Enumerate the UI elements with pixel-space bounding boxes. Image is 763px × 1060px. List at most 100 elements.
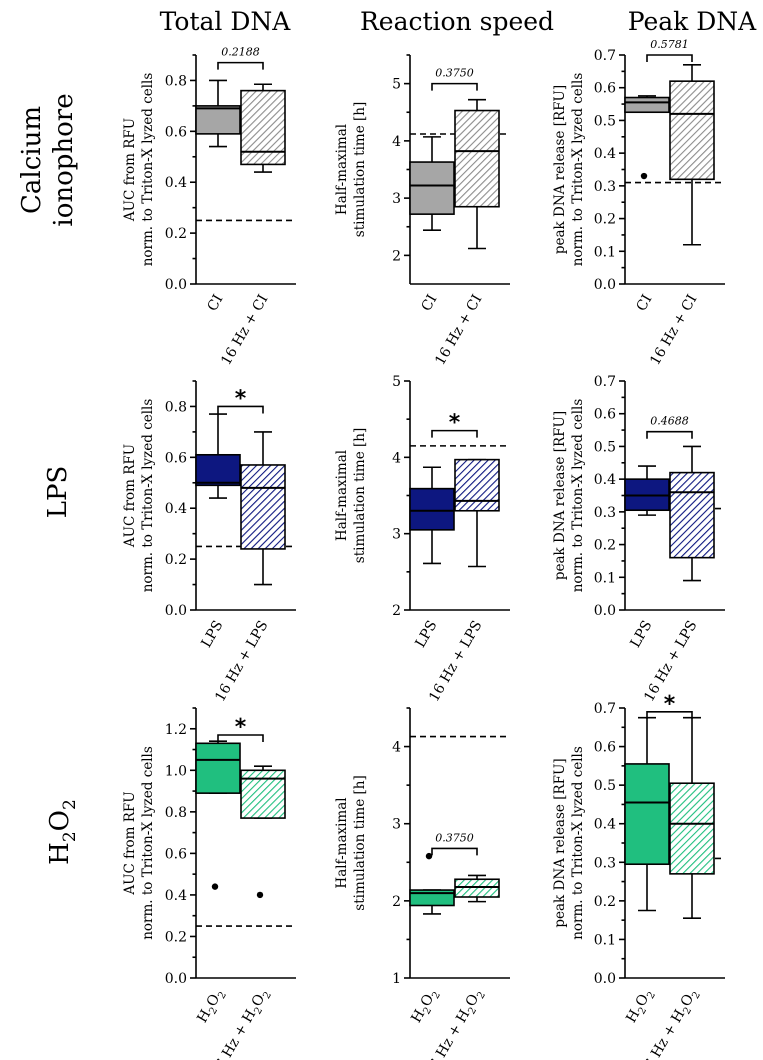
y-axis-label-line1: AUC from RFU bbox=[122, 791, 138, 895]
y-tick-label: 0.0 bbox=[165, 603, 187, 619]
y-tick-label: 1 bbox=[392, 971, 401, 987]
y-tick-label: 0.8 bbox=[165, 805, 187, 821]
y-tick-label: 0.7 bbox=[594, 374, 616, 390]
y-tick-label: 0.0 bbox=[594, 971, 616, 987]
x-category-label: 16 Hz + CI bbox=[218, 292, 271, 368]
column-title-total-dna: Total DNA bbox=[160, 7, 292, 36]
x-category-label: H2O2 bbox=[623, 986, 658, 1027]
box-16hz bbox=[669, 445, 715, 582]
box-16hz bbox=[669, 716, 715, 920]
y-tick-label: 0.6 bbox=[594, 740, 616, 756]
y-tick-label: 0.0 bbox=[594, 277, 616, 293]
box-iqr bbox=[240, 769, 286, 819]
y-tick-label: 5 bbox=[392, 374, 401, 390]
y-tick-label: 0.3 bbox=[594, 505, 616, 521]
significance-bracket bbox=[431, 82, 478, 91]
significance-bracket bbox=[431, 847, 478, 856]
outlier-point bbox=[256, 891, 264, 899]
y-tick-label: 0.7 bbox=[594, 48, 616, 64]
y-tick-label: 0.6 bbox=[165, 124, 187, 140]
outlier-point bbox=[211, 883, 219, 890]
box-control bbox=[195, 413, 241, 499]
x-category-label: H2O2 bbox=[194, 986, 229, 1027]
y-tick-label: 0.5 bbox=[594, 778, 616, 794]
box-iqr bbox=[624, 96, 670, 114]
significance-label: 0.2188 bbox=[221, 46, 260, 59]
column-title-peak-dna: Peak DNA bbox=[628, 7, 757, 36]
significance-bracket bbox=[646, 54, 693, 62]
box-iqr bbox=[624, 763, 670, 866]
box-iqr bbox=[669, 471, 715, 559]
y-tick-label: 0.5 bbox=[594, 113, 616, 129]
x-category-label: CI bbox=[418, 292, 440, 314]
y-tick-label: 0.0 bbox=[594, 603, 616, 619]
y-tick-label: 4 bbox=[392, 134, 401, 150]
y-axis-label-line2: stimulation time [h] bbox=[352, 102, 368, 237]
box-iqr bbox=[669, 80, 715, 181]
panel-ci-peak: 0.0 0.1 0.2 0.3 0.4 0.5 0.6 0.7 peak DNA release… bbox=[552, 38, 725, 368]
y-axis-label-line2: norm. to Triton-X lyzed cells bbox=[140, 746, 156, 940]
y-tick-label: 3 bbox=[392, 817, 401, 833]
y-axis-label-line1: peak DNA release [RFU] bbox=[552, 85, 568, 254]
box-iqr bbox=[454, 878, 500, 898]
y-tick-label: 0.0 bbox=[165, 971, 187, 987]
y-tick-label: 0.8 bbox=[165, 399, 187, 415]
box-16hz bbox=[454, 98, 500, 250]
y-tick-label: 0.8 bbox=[165, 73, 187, 89]
significance-bracket bbox=[217, 405, 264, 414]
y-tick-label: 0.1 bbox=[594, 570, 616, 586]
box-iqr bbox=[669, 782, 715, 875]
significance-bracket bbox=[646, 711, 693, 719]
box-16hz bbox=[240, 765, 286, 899]
y-axis-label-line2: norm. to Triton-X lyzed cells bbox=[140, 399, 156, 593]
y-axis-label-line2: norm. to Triton-X lyzed cells bbox=[570, 746, 586, 940]
box-16hz bbox=[669, 64, 715, 246]
x-category-label: 16 Hz + CI bbox=[647, 292, 700, 368]
x-category-label: CI bbox=[204, 292, 226, 314]
box-iqr bbox=[454, 458, 500, 512]
y-tick-label: 0.1 bbox=[594, 932, 616, 948]
y-tick-label: 0.3 bbox=[594, 179, 616, 195]
box-iqr bbox=[409, 161, 455, 215]
y-tick-label: 0.4 bbox=[165, 888, 187, 904]
box-iqr bbox=[409, 487, 455, 531]
box-control bbox=[624, 716, 670, 912]
box-iqr bbox=[195, 742, 241, 794]
box-control bbox=[624, 465, 670, 516]
significance-bracket bbox=[431, 429, 478, 438]
y-axis-label-line2: norm. to Triton-X lyzed cells bbox=[140, 73, 156, 267]
significance-label: 0.3750 bbox=[435, 831, 474, 844]
box-iqr bbox=[195, 105, 241, 135]
significance-label: 0.3750 bbox=[435, 67, 474, 80]
y-tick-label: 0.6 bbox=[165, 450, 187, 466]
significance-bracket bbox=[217, 61, 264, 70]
significance-label: * bbox=[664, 692, 676, 717]
row-title-h2o2: H2O2 bbox=[45, 799, 80, 865]
y-axis-label-line2: stimulation time [h] bbox=[352, 428, 368, 563]
y-axis-label-line1: Half-maximal bbox=[334, 797, 350, 888]
box-control bbox=[409, 852, 455, 915]
y-tick-label: 2 bbox=[392, 894, 401, 910]
y-tick-label: 4 bbox=[392, 740, 401, 756]
box-iqr bbox=[240, 464, 286, 550]
row-title-ionophore: ionophore bbox=[49, 93, 79, 226]
y-tick-label: 3 bbox=[392, 527, 401, 543]
box-16hz bbox=[454, 874, 500, 903]
x-category-label: LPS bbox=[627, 618, 655, 651]
box-iqr bbox=[240, 89, 286, 166]
y-axis-label-line2: norm. to Triton-X lyzed cells bbox=[570, 399, 586, 593]
y-tick-label: 0.6 bbox=[594, 407, 616, 423]
panel-ci-total: 0.0 0.2 0.4 0.6 0.8 AUC from RFU norm. to Trit… bbox=[122, 46, 296, 368]
y-tick-label: 0.0 bbox=[165, 277, 187, 293]
x-category-label: LPS bbox=[412, 618, 440, 651]
y-tick-label: 1.0 bbox=[165, 763, 187, 779]
y-tick-label: 0.2 bbox=[165, 929, 187, 945]
y-axis-label-line1: peak DNA release [RFU] bbox=[552, 758, 568, 927]
y-axis-label-line2: stimulation time [h] bbox=[352, 775, 368, 910]
box-16hz bbox=[454, 458, 500, 568]
y-axis-label-line2: norm. to Triton-X lyzed cells bbox=[570, 73, 586, 267]
box-16hz bbox=[240, 83, 286, 173]
y-tick-label: 0.2 bbox=[594, 894, 616, 910]
